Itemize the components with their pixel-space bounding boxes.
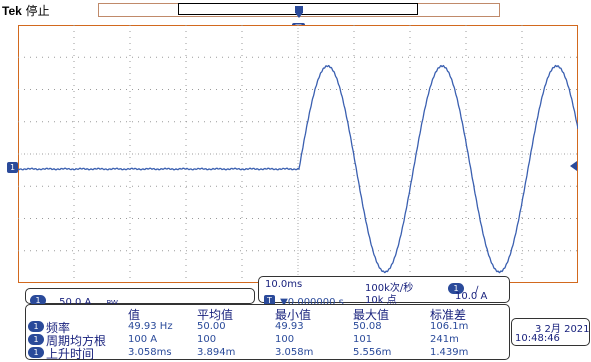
measurement-max: 101 xyxy=(353,334,373,345)
horizontal-settings-panel xyxy=(258,276,510,303)
measurement-value: 3.058ms xyxy=(128,347,172,358)
measurement-min: 100 xyxy=(275,334,295,345)
trigger-position-value: ▼0.000000 s xyxy=(280,297,344,308)
trigger-position-icon xyxy=(295,6,303,18)
clock-panel xyxy=(511,318,590,346)
channel-1-trace xyxy=(18,64,578,274)
trigger-position-readout: T ▼0.000000 s xyxy=(264,290,344,309)
measurement-value: 49.93 Hz xyxy=(128,321,173,332)
trigger-level-arrow xyxy=(570,161,577,171)
measurement-label: 周期均方根 xyxy=(46,334,107,348)
bandwidth-limit-indicator: BW xyxy=(106,299,118,307)
channel-1-scale: 50.0 A xyxy=(59,297,92,308)
measurement-header-mean: 平均值 xyxy=(197,308,234,322)
acquisition-status: 停止 xyxy=(25,4,50,18)
measurement-row[interactable]: 1 频率 49.93 Hz 50.00 49.93 50.08 106.1m xyxy=(28,320,508,335)
measurement-min: 49.93 xyxy=(275,321,304,332)
channel-1-badge: 1 xyxy=(30,295,46,306)
measurements-panel xyxy=(25,304,510,360)
channel-1-ground-marker[interactable]: 1 xyxy=(7,162,18,173)
measurement-std: 106.1m xyxy=(430,321,469,332)
measurement-header-std: 标准差 xyxy=(430,308,467,322)
status-bar: Tek 停止 xyxy=(2,2,50,19)
measurement-max: 50.08 xyxy=(353,321,382,332)
brand-logo: Tek xyxy=(2,4,22,18)
clock-time: 10:48:46 xyxy=(515,333,560,344)
measurement-value: 100 A xyxy=(128,334,158,345)
measurement-row[interactable]: 1 周期均方根 100 A 100 100 101 241m xyxy=(28,333,508,348)
sample-rate: 100k次/秒 xyxy=(365,283,414,294)
measurement-header-value: 值 xyxy=(128,308,141,322)
measurement-mean: 50.00 xyxy=(197,321,226,332)
trigger-t-badge: T xyxy=(264,295,275,306)
trigger-settings: 1 ∕ xyxy=(448,278,478,297)
measurement-label: 频率 xyxy=(46,321,71,335)
record-length: 10k 点 xyxy=(365,295,397,306)
measurement-label: 上升时间 xyxy=(46,347,95,361)
measurement-header-max: 最大值 xyxy=(353,308,390,322)
measurement-mean: 100 xyxy=(197,334,217,345)
trigger-channel-badge: 1 xyxy=(448,283,464,294)
measurement-channel-badge: 1 xyxy=(28,334,44,345)
graticule-grid xyxy=(18,25,578,283)
measurement-max: 5.556m xyxy=(353,347,392,358)
channel-1-scale-readout: 1 50.0 A BW xyxy=(30,290,118,309)
measurement-mean: 3.894m xyxy=(197,347,236,358)
measurement-header-min: 最小值 xyxy=(275,308,312,322)
measurement-std: 241m xyxy=(430,334,459,345)
measurement-std: 1.439m xyxy=(430,347,469,358)
clock-date: 3 2月 2021 xyxy=(535,324,590,335)
measurement-channel-badge: 1 xyxy=(28,321,44,332)
time-per-division: 10.0ms xyxy=(265,279,303,290)
vertical-settings-panel xyxy=(25,288,255,304)
measurement-channel-badge: 1 xyxy=(28,347,44,358)
trigger-slope-icon: ∕ xyxy=(475,285,479,296)
trigger-level: 10.0 A xyxy=(455,291,488,302)
waveform-display xyxy=(18,25,578,283)
measurement-row[interactable]: 1 上升时间 3.058ms 3.894m 3.058m 5.556m 1.43… xyxy=(28,346,508,361)
measurement-min: 3.058m xyxy=(275,347,314,358)
